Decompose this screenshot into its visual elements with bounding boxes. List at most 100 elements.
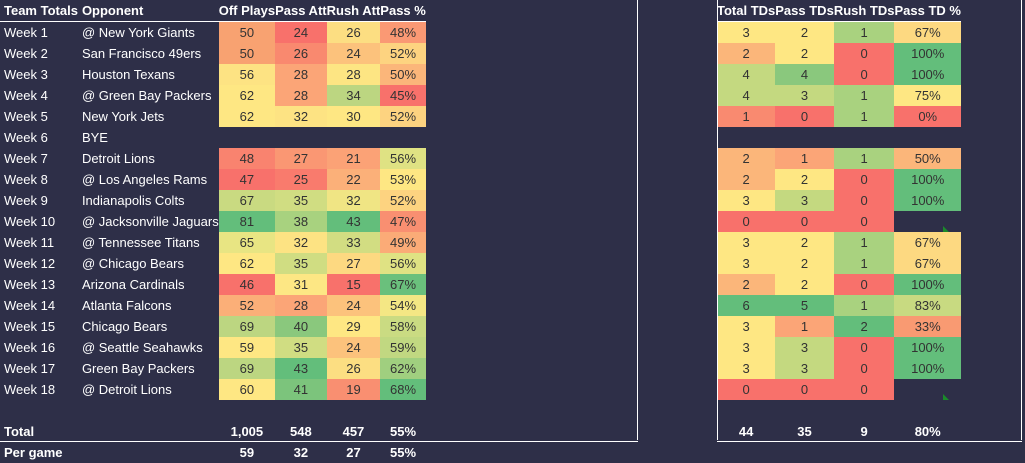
plays-cell: 52: [218, 295, 276, 316]
pct-cell: 52%: [380, 190, 426, 211]
opponent-cell: Atlanta Falcons: [81, 298, 172, 313]
td-t-cell: 2: [717, 169, 776, 190]
plays-cell: 69: [218, 358, 276, 379]
td-p-cell: 2: [775, 169, 834, 190]
td-total-t: 44: [738, 424, 754, 439]
td-r-cell: 0: [833, 211, 895, 232]
table-row: 3 3 0 100%: [717, 337, 961, 358]
total-plays: 1,005: [230, 424, 264, 439]
td-total-row: 44 35 9 80%: [717, 421, 961, 442]
opponent-cell: Indianapolis Colts: [81, 193, 185, 208]
td-pct-cell: 100%: [894, 274, 961, 295]
week-cell: Week 11: [4, 235, 55, 250]
ra-cell: 26: [326, 21, 381, 43]
ra-cell: 33: [326, 232, 381, 253]
total-pa: 548: [289, 424, 312, 439]
td-p-cell: 3: [775, 190, 834, 211]
pa-cell: 41: [275, 379, 327, 400]
table-row: Week 10 @ Jacksonville Jaguars 81 38 43 47%: [0, 211, 426, 232]
total-label: Total: [4, 424, 35, 439]
total-pct: 55%: [390, 424, 417, 439]
spacer-row: [0, 400, 426, 421]
table-row: 3 3 0 100%: [717, 358, 961, 379]
td-t-cell: 1: [717, 106, 776, 127]
pa-cell: 43: [275, 358, 327, 379]
table-row: 6 5 1 83%: [717, 295, 961, 316]
header-pass-att: Pass Att: [275, 0, 327, 22]
td-t-cell: 3: [717, 337, 776, 358]
plays-cell: 81: [218, 211, 276, 232]
empty-cell: [717, 127, 775, 148]
pa-cell: 40: [275, 316, 327, 337]
pergame-label: Per game: [4, 445, 63, 460]
td-t-cell: 4: [717, 64, 776, 85]
pergame-pa: 32: [293, 445, 309, 460]
pct-cell: 68%: [380, 379, 426, 400]
pct-cell: 49%: [380, 232, 426, 253]
td-r-cell: 1: [833, 253, 895, 274]
table-row: Week 7 Detroit Lions 48 27 21 56%: [0, 148, 426, 169]
plays-cell: 48: [218, 148, 276, 169]
plays-cell: 65: [218, 232, 276, 253]
plays-cell: 50: [218, 43, 276, 64]
table-row: Week 13 Arizona Cardinals 46 31 15 67%: [0, 274, 426, 295]
td-pct-cell: 100%: [894, 169, 961, 190]
pa-cell: 25: [275, 169, 327, 190]
header-total-tds: Total TDs: [717, 0, 776, 22]
week-cell: Week 2: [4, 46, 48, 61]
ra-cell: 26: [326, 358, 381, 379]
ra-cell: 21: [326, 148, 381, 169]
divider-right-a: [717, 0, 718, 440]
td-p-cell: 1: [775, 148, 834, 169]
td-p-cell: 2: [775, 21, 834, 43]
td-p-cell: 3: [775, 85, 834, 106]
ra-cell: 24: [326, 295, 381, 316]
plays-cell: 62: [218, 106, 276, 127]
td-pct-cell: 50%: [894, 148, 961, 169]
td-pct-cell: 33%: [894, 316, 961, 337]
opponent-cell: @ Tennessee Titans: [81, 235, 200, 250]
td-t-cell: 2: [717, 274, 776, 295]
ra-cell: 34: [326, 85, 381, 106]
pa-cell: 32: [275, 106, 327, 127]
td-r-cell: 2: [833, 316, 895, 337]
td-pct-cell: 67%: [894, 232, 961, 253]
td-t-cell: 0: [717, 211, 776, 232]
ra-cell: 24: [326, 43, 381, 64]
opponent-cell: @ Jacksonville Jaguars: [81, 214, 219, 229]
td-r-cell: 1: [833, 232, 895, 253]
ra-cell: 15: [326, 274, 381, 295]
divider-left: [637, 0, 638, 440]
table-row: 2 2 0 100%: [717, 43, 961, 64]
plays-cell: 50: [218, 21, 276, 43]
pa-cell: 35: [275, 190, 327, 211]
td-pct-cell: 100%: [894, 337, 961, 358]
table-row: [717, 127, 961, 148]
table-row: Week 16 @ Seattle Seahawks 59 35 24 59%: [0, 337, 426, 358]
week-cell: Week 14: [4, 298, 56, 313]
table-row: Week 9 Indianapolis Colts 67 35 32 52%: [0, 190, 426, 211]
week-cell: Week 9: [4, 193, 48, 208]
pct-cell: 45%: [380, 85, 426, 106]
total-ra: 457: [342, 424, 365, 439]
divider-right-b: [1021, 0, 1022, 440]
plays-cell: 62: [218, 253, 276, 274]
empty-cell: [219, 127, 275, 148]
pct-cell: 52%: [380, 106, 426, 127]
ra-cell: 32: [326, 190, 381, 211]
table-row: 3 3 0 100%: [717, 190, 961, 211]
week-cell: Week 5: [4, 109, 48, 124]
empty-cell: [775, 127, 834, 148]
td-t-cell: 3: [717, 21, 776, 43]
week-cell: Week 10: [4, 214, 56, 229]
td-r-cell: 0: [833, 43, 895, 64]
table-row: Week 1 @ New York Giants 50 24 26 48%: [0, 21, 426, 43]
pct-cell: 59%: [380, 337, 426, 358]
table-row: Week 12 @ Chicago Bears 62 35 27 56%: [0, 253, 426, 274]
td-t-cell: 3: [717, 316, 776, 337]
pa-cell: 28: [275, 85, 327, 106]
table-row: Week 6 BYE: [0, 127, 426, 148]
plays-cell: 67: [218, 190, 276, 211]
ra-cell: 30: [326, 106, 381, 127]
